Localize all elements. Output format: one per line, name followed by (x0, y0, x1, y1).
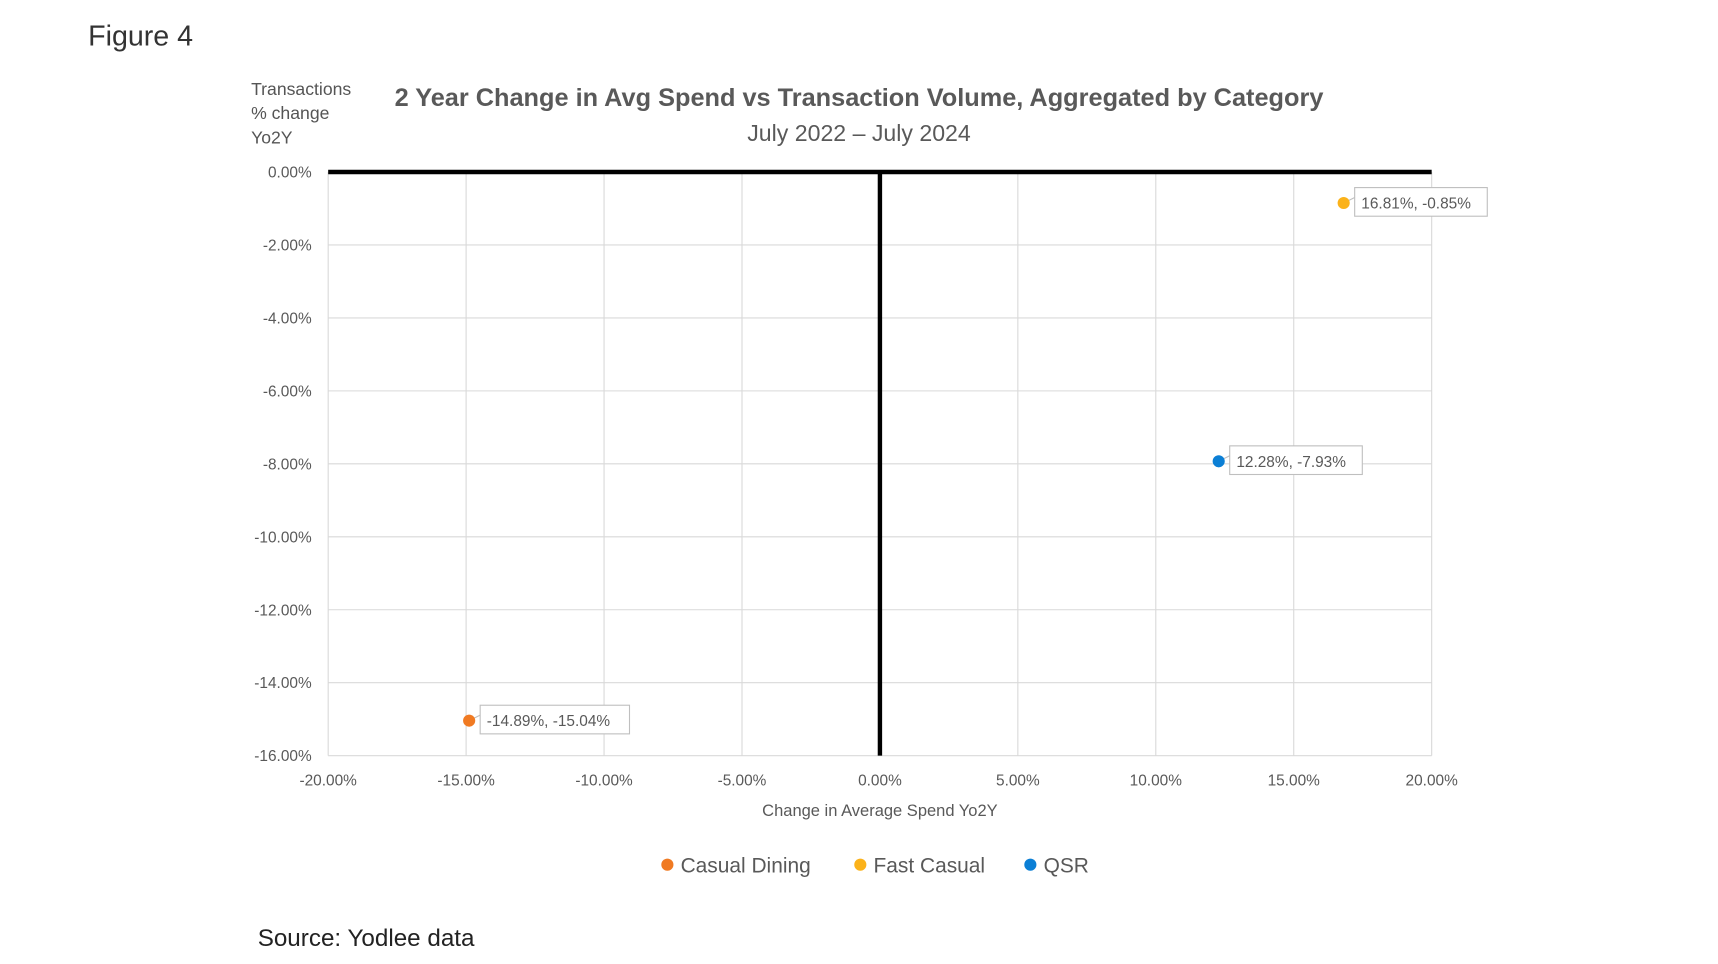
x-tick-label: 10.00% (1130, 772, 1183, 789)
data-points: -14.89%, -15.04% 16.81%, -0.85% 12.28%, -7… (463, 187, 1488, 735)
y-tick-label: 0.00% (268, 164, 312, 181)
y-axis-label-line: % change (251, 103, 330, 123)
source-note: Source: Yodlee data (258, 925, 475, 952)
data-label-box (1229, 445, 1363, 476)
legend-label: QSR (1044, 854, 1089, 877)
y-tick-label: -8.00% (263, 456, 312, 473)
tick-labels: -20.00% -15.00% -10.00% -5.00% 0.00% 5.00% 10.… (254, 164, 1458, 789)
data-label: -14.89%, -15.04% (487, 713, 611, 730)
x-tick-label: -5.00% (718, 772, 767, 789)
chart-subtitle: July 2022 – July 2024 (747, 120, 971, 146)
x-tick-label: 0.00% (858, 772, 902, 789)
x-tick-label: 5.00% (996, 772, 1040, 789)
y-tick-label: -14.00% (254, 675, 312, 692)
y-tick-label: -6.00% (263, 383, 312, 400)
x-tick-label: -20.00% (299, 772, 357, 789)
legend-marker (854, 858, 867, 871)
y-tick-label: -10.00% (254, 529, 312, 546)
y-axis-label: Transactions % change Yo2Y (251, 79, 351, 147)
y-axis-label-line: Yo2Y (251, 127, 293, 147)
data-point-qsr (1212, 455, 1225, 468)
data-label-box (1354, 187, 1488, 217)
data-point-casual-dining (463, 714, 476, 727)
figure-label: Figure 4 (88, 20, 193, 52)
x-tick-label: 15.00% (1268, 772, 1321, 789)
legend-marker (661, 858, 674, 871)
data-label: 12.28%, -7.93% (1236, 454, 1346, 471)
y-tick-label: -12.00% (254, 602, 312, 619)
y-tick-label: -16.00% (254, 748, 312, 765)
chart-title: 2 Year Change in Avg Spend vs Transactio… (395, 84, 1324, 112)
x-tick-label: 20.00% (1406, 772, 1459, 789)
y-tick-label: -2.00% (263, 237, 312, 254)
data-point-fast-casual (1337, 196, 1350, 210)
data-label-box (479, 704, 631, 735)
y-axis-label-line: Transactions (251, 79, 351, 99)
legend-label: Casual Dining (681, 854, 811, 877)
x-tick-label: -15.00% (437, 772, 495, 789)
x-tick-label: -10.00% (575, 772, 633, 789)
y-tick-label: -4.00% (263, 310, 312, 327)
legend-marker (1024, 858, 1037, 871)
legend-label: Fast Casual (874, 854, 986, 877)
data-label: 16.81%, -0.85% (1361, 196, 1471, 213)
x-axis-label: Change in Average Spend Yo2Y (762, 802, 998, 820)
legend: Casual Dining Fast Casual QSR (661, 854, 1089, 877)
axes (328, 169, 1432, 756)
